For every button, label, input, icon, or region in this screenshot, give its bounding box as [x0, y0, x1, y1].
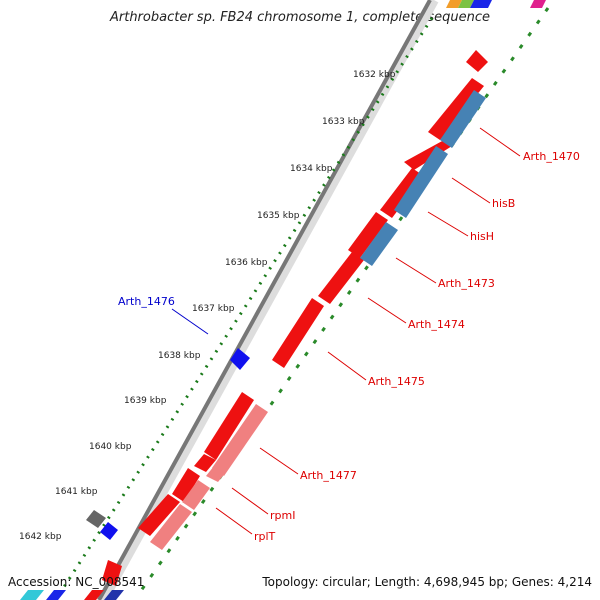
cds-arrow: [182, 480, 210, 510]
cds-arrow: [272, 298, 324, 368]
cds-arrow: [172, 468, 200, 502]
cds-inner-strand: [102, 50, 488, 586]
gene-label-leaders: [171, 127, 521, 535]
scale-label: 1637 kbp: [192, 304, 235, 314]
cds-arrow: [466, 50, 488, 72]
gene-label-hisb: hisB: [492, 197, 515, 210]
outer-ruler-track: [60, 17, 434, 591]
cds-arrow: [102, 560, 122, 586]
band-segment-cyan: [20, 590, 44, 600]
cds-arrow-blue: [100, 522, 118, 540]
band-segment-green: [458, 0, 474, 8]
band-segment-blue-2: [46, 590, 66, 600]
gene-label-arth-1477: Arth_1477: [300, 469, 357, 482]
cds-arrow: [428, 78, 484, 140]
gene-label-arth-1470: Arth_1470: [523, 150, 580, 163]
leader-line: [171, 308, 209, 335]
gene-label-arth-1475: Arth_1475: [368, 375, 425, 388]
scale-label: 1635 kbp: [257, 211, 300, 221]
accession-label: Accession: NC_008541: [8, 575, 145, 589]
band-segment-red-2: [84, 590, 104, 600]
scale-label: 1633 kbp: [322, 117, 365, 127]
band-segment-navy: [104, 590, 124, 600]
bottom-feature-band: [20, 590, 124, 600]
scale-label: 1634 kbp: [290, 164, 333, 174]
cds-arrow: [440, 90, 486, 148]
gene-label-arth-1473: Arth_1473: [438, 277, 495, 290]
leader-line: [427, 211, 469, 237]
scale-label: 1632 kbp: [353, 70, 396, 80]
gene-label-hish: hisH: [470, 230, 494, 243]
map-title: Arthrobacter sp. FB24 chromosome 1, comp…: [109, 10, 491, 25]
cds-arrow-gray: [86, 510, 106, 528]
gene-label-arth-1476: Arth_1476: [118, 295, 175, 308]
cds-arrow: [204, 392, 254, 460]
scale-labels: 1632 kbp 1633 kbp 1634 kbp 1635 kbp 1636…: [19, 70, 396, 542]
leader-line: [479, 127, 521, 157]
scale-label: 1638 kbp: [158, 351, 201, 361]
leader-line: [259, 447, 299, 475]
scale-label: 1640 kbp: [89, 442, 132, 452]
cds-arrow: [404, 140, 452, 170]
scale-label: 1639 kbp: [124, 396, 167, 406]
cds-arrow: [318, 252, 364, 304]
leader-line: [451, 177, 491, 204]
band-segment-blue: [470, 0, 492, 8]
backbone-shadow: [98, 0, 439, 600]
cds-arrow-blue: [230, 348, 250, 370]
cds-arrow: [380, 168, 424, 218]
band-segment-orange: [446, 0, 462, 8]
cds-arrow: [360, 222, 398, 266]
cds-arrow: [138, 494, 180, 536]
cds-outer-strand: [150, 90, 486, 550]
leader-line: [215, 507, 253, 535]
top-feature-band: [446, 0, 546, 8]
inner-ruler-track: [136, 7, 550, 596]
cds-arrow: [194, 454, 216, 472]
cds-other: [86, 348, 250, 540]
cds-arrow: [348, 212, 388, 258]
gene-label-rpmi: rpmI: [270, 509, 295, 522]
sequence-summary: Topology: circular; Length: 4,698,945 bp…: [262, 575, 592, 589]
cds-arrow: [206, 466, 226, 482]
gene-labels: Arth_1470 hisB hisH Arth_1473 Arth_1474 …: [118, 150, 580, 543]
cds-arrow: [150, 504, 192, 550]
scale-label: 1642 kbp: [19, 532, 62, 542]
leader-line: [395, 257, 437, 284]
scale-label: 1641 kbp: [55, 487, 98, 497]
gene-label-arth-1474: Arth_1474: [408, 318, 465, 331]
gene-label-rplt: rplT: [254, 530, 276, 543]
scale-label: 1636 kbp: [225, 258, 268, 268]
chromosome-backbone: [97, 0, 432, 600]
leader-line: [327, 351, 367, 381]
leader-line: [367, 297, 407, 324]
cds-arrow: [394, 146, 448, 218]
band-segment-magenta: [530, 0, 546, 8]
cds-arrow: [212, 404, 268, 476]
leader-line: [231, 487, 269, 515]
